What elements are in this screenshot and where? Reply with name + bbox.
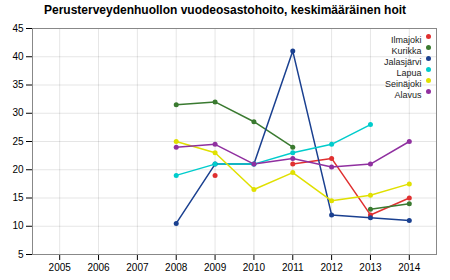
svg-text:40: 40 <box>12 51 24 62</box>
svg-text:15: 15 <box>12 192 24 203</box>
svg-text:2013: 2013 <box>359 262 382 273</box>
html-text:Perusterveydenhuollon vuodeosa: Perusterveydenhuollon vuodeosastohoito, … <box>44 3 406 17</box>
svg-text:Ilmajoki: Ilmajoki <box>391 35 422 45</box>
svg-text:2006: 2006 <box>87 262 110 273</box>
svg-text:10: 10 <box>12 220 24 231</box>
svg-text:2011: 2011 <box>282 262 304 273</box>
svg-text:2005: 2005 <box>49 262 72 273</box>
svg-text:5: 5 <box>18 249 24 260</box>
svg-text:35: 35 <box>12 79 24 90</box>
svg-text:Lapua: Lapua <box>396 68 421 78</box>
svg-text:Jalasjärvi: Jalasjärvi <box>384 57 422 67</box>
svg-text:Kurikka: Kurikka <box>391 46 421 56</box>
svg-text:20: 20 <box>12 164 24 175</box>
svg-text:Seinäjoki: Seinäjoki <box>385 79 422 89</box>
svg-text:2010: 2010 <box>243 262 266 273</box>
svg-text:2012: 2012 <box>320 262 343 273</box>
svg-text:45: 45 <box>12 23 24 34</box>
svg-text:2008: 2008 <box>165 262 188 273</box>
svg-text:2009: 2009 <box>204 262 227 273</box>
svg-text:2014: 2014 <box>398 262 421 273</box>
svg-text:2007: 2007 <box>126 262 149 273</box>
svg-text:30: 30 <box>12 107 24 118</box>
svg-text:Alavus: Alavus <box>394 90 422 100</box>
svg-text:25: 25 <box>12 136 24 147</box>
